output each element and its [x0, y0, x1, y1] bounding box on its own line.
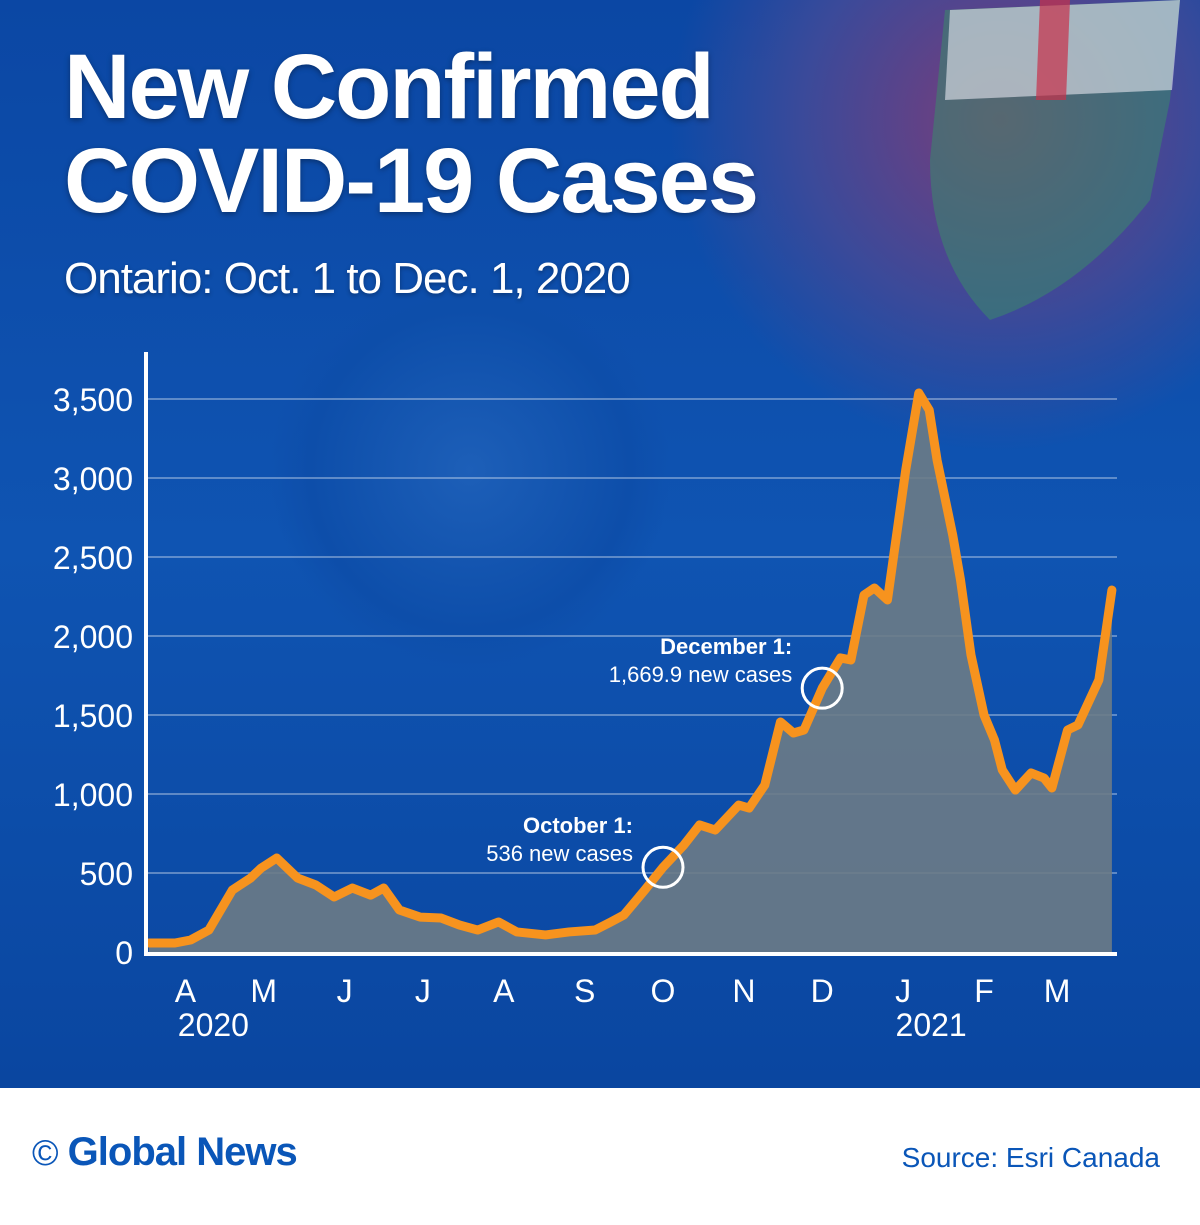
annotation-october: October 1: 536 new cases: [486, 812, 633, 868]
x-tick-label: M: [1044, 973, 1071, 1009]
brand-name: Global News: [67, 1130, 298, 1174]
chart: 05001,0001,5002,0002,5003,0003,500A2020M…: [53, 382, 1117, 1043]
x-tick-label: A: [493, 973, 515, 1009]
footer: © Global News Source: Esri Canada: [0, 1088, 1200, 1225]
x-year-label: 2021: [896, 1007, 967, 1043]
x-tick-label: F: [974, 973, 994, 1009]
x-tick-label: J: [895, 973, 911, 1009]
x-tick-label: S: [574, 973, 595, 1009]
y-tick-label: 1,500: [53, 698, 133, 734]
subtitle: Ontario: Oct. 1 to Dec. 1, 2020: [64, 254, 631, 303]
y-tick-label: 3,000: [53, 461, 133, 497]
x-year-label: 2020: [178, 1007, 249, 1043]
x-tick-label: M: [250, 973, 277, 1009]
source-credit: Source: Esri Canada: [901, 1142, 1160, 1173]
brand-logo: © Global News: [32, 1130, 298, 1175]
annotation-heading: October 1:: [522, 813, 633, 839]
x-tick-label: J: [415, 973, 431, 1009]
annotation-heading: December 1:: [660, 634, 793, 660]
x-tick-label: N: [732, 973, 755, 1009]
x-tick-label: D: [811, 973, 834, 1009]
y-tick-label: 1,000: [53, 777, 133, 813]
annotation-december: December 1: 1,669.9 new cases: [609, 633, 792, 689]
annotation-text: 1,669.9 new cases: [608, 662, 793, 688]
annotation-text: 536 new cases: [486, 841, 633, 867]
x-tick-label: O: [651, 973, 676, 1009]
title-line-1: New Confirmed: [64, 36, 715, 138]
page-title: New Confirmed COVID-19 Cases: [64, 36, 759, 232]
y-tick-label: 0: [115, 935, 133, 971]
y-tick-label: 2,000: [53, 619, 133, 655]
y-tick-label: 3,500: [53, 382, 133, 418]
title-line-2: COVID-19 Cases: [64, 130, 759, 232]
ontario-shield-icon: [930, 0, 1180, 320]
x-tick-label: A: [175, 973, 197, 1009]
copyright-icon: ©: [32, 1132, 59, 1173]
area-fill: [148, 392, 1112, 953]
series-line: [144, 388, 1117, 948]
y-tick-label: 2,500: [53, 540, 133, 576]
annotation-marker: [641, 845, 685, 889]
annotation-marker: [800, 666, 844, 710]
x-tick-label: J: [337, 973, 353, 1009]
y-tick-label: 500: [80, 856, 133, 892]
